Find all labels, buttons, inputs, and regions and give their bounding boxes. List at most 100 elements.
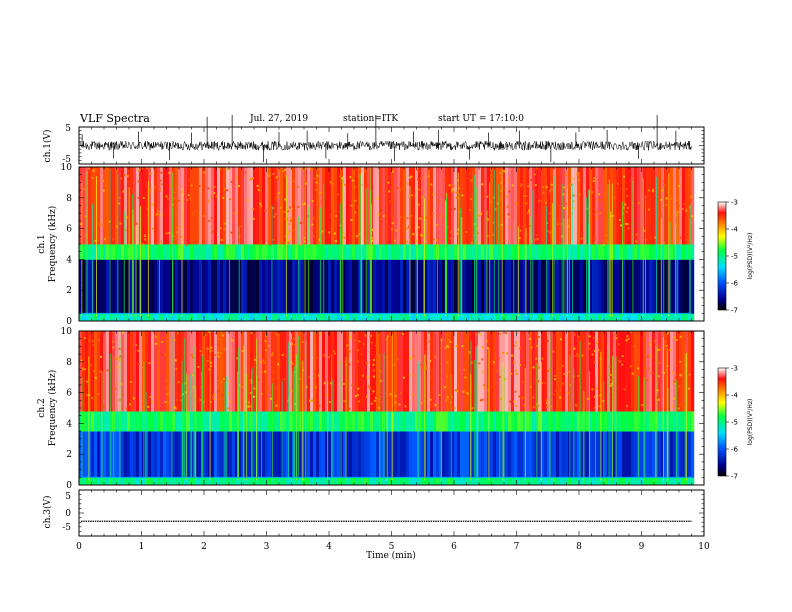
- spectrogram-speckle: [302, 203, 305, 206]
- spectrogram-speckle: [148, 362, 151, 365]
- spectrogram-cell: [364, 411, 368, 432]
- ch1-noise-trace: [79, 140, 692, 152]
- spectrogram-cell: [559, 313, 563, 322]
- spectrogram-impulse: [271, 205, 273, 317]
- spectrogram-speckle: [688, 387, 691, 390]
- spectrogram-cell: [370, 313, 374, 322]
- spectrogram-speckle: [94, 239, 97, 242]
- spectrogram-cell: [229, 477, 233, 486]
- spectrogram-speckle: [588, 347, 591, 350]
- spectrogram-cell: [628, 431, 632, 478]
- spectrogram-cell: [463, 477, 467, 486]
- spectrogram-speckle: [399, 391, 402, 394]
- spectrogram-impulse: [369, 167, 371, 317]
- spectrogram-cell: [193, 259, 197, 314]
- spectrogram-speckle: [115, 225, 118, 228]
- spectrogram-cell: [634, 477, 638, 486]
- spectrogram-impulse: [330, 353, 332, 481]
- spectrogram-cell: [634, 431, 638, 478]
- spectrogram-cell: [652, 477, 656, 486]
- spectrogram-cell: [259, 431, 263, 478]
- spectrogram-speckle: [521, 381, 524, 384]
- spectrogram-speckle: [657, 375, 660, 378]
- spectrogram-speckle: [142, 243, 145, 246]
- spectrogram-cell: [403, 167, 407, 245]
- spectrogram-cell: [376, 313, 380, 322]
- spectrogram-speckle: [338, 361, 341, 364]
- spectrogram-cell: [568, 477, 572, 486]
- spectrogram-speckle: [627, 337, 630, 340]
- spectrogram-cell: [598, 477, 602, 486]
- spectrogram-cell: [364, 331, 368, 412]
- spectrogram-cell: [124, 431, 128, 478]
- spectrogram-cell: [145, 331, 149, 412]
- spectrogram-cell: [193, 313, 197, 322]
- spectrogram-cell: [316, 259, 320, 314]
- spectrogram-cell: [358, 313, 362, 322]
- spectrogram-cell: [421, 431, 425, 478]
- spectrogram-speckle: [259, 202, 262, 205]
- spectrogram-speckle: [595, 210, 598, 213]
- spectrogram-speckle: [500, 189, 503, 192]
- spectrogram-speckle: [303, 240, 306, 243]
- spectrogram-cell: [616, 244, 620, 260]
- spectrogram-cell: [412, 259, 416, 314]
- spectrogram-cell: [607, 411, 611, 432]
- spectrogram-cell: [343, 331, 347, 412]
- spectrogram-cell: [163, 477, 167, 486]
- spectrogram-cell: [580, 244, 584, 260]
- spectrogram-cell: [571, 331, 575, 412]
- spectrogram-cell: [127, 259, 131, 314]
- spectrogram-speckle: [420, 363, 423, 366]
- spectrogram-cell: [490, 477, 494, 486]
- spectrogram-cell: [400, 331, 404, 412]
- spectrogram-cell: [526, 244, 530, 260]
- spectrogram-cell: [418, 331, 422, 412]
- spectrogram-cell: [622, 477, 626, 486]
- spectrogram-impulse: [499, 366, 501, 481]
- spectrogram-speckle: [119, 222, 122, 225]
- spectrogram-cell: [160, 244, 164, 260]
- spectrogram-cell: [553, 259, 557, 314]
- spectrogram-cell: [334, 244, 338, 260]
- spectrogram-speckle: [279, 206, 282, 209]
- spectrogram-cell: [538, 477, 542, 486]
- spectrogram-cell: [463, 259, 467, 314]
- spectrogram-cell: [262, 259, 266, 314]
- spectrogram-cell: [505, 431, 509, 478]
- spectrogram-cell: [310, 259, 314, 314]
- spectrogram-speckle: [88, 228, 91, 231]
- spectrogram-cell: [142, 477, 146, 486]
- spectrogram-cell: [673, 167, 677, 245]
- spectrogram-speckle: [335, 214, 338, 217]
- spectrogram-speckle: [198, 185, 201, 188]
- spectrogram-cell: [193, 477, 197, 486]
- spectrogram-cell: [355, 331, 359, 412]
- spectrogram-cell: [385, 477, 389, 486]
- spectrogram-cell: [619, 477, 623, 486]
- spectrogram-speckle: [467, 353, 470, 356]
- spectrogram-cell: [340, 431, 344, 478]
- spectrogram-impulse: [474, 174, 475, 317]
- spectrogram-cell: [478, 431, 482, 478]
- spectrogram-impulse: [297, 335, 299, 481]
- spectrogram-speckle: [515, 404, 518, 407]
- spectrogram-cell: [652, 431, 656, 478]
- spectrogram-impulse: [159, 211, 160, 317]
- spectrogram-cell: [637, 244, 641, 260]
- spectrogram-speckle: [394, 401, 397, 404]
- spectrogram-speckle: [218, 167, 221, 170]
- spectrogram-cell: [310, 167, 314, 245]
- spectrogram-cell: [523, 244, 527, 260]
- spectrogram-cell: [469, 477, 473, 486]
- spectrogram-cell: [508, 167, 512, 245]
- spectrogram-speckle: [418, 217, 421, 220]
- spectrogram-cell: [613, 167, 617, 245]
- spectrogram-cell: [136, 411, 140, 432]
- spectrogram-cell: [262, 167, 266, 245]
- spectrogram-speckle: [515, 341, 518, 344]
- spectrogram-speckle: [150, 400, 153, 403]
- spectrogram-cell: [511, 313, 515, 322]
- spectrogram-cell: [283, 167, 287, 245]
- spectrogram-speckle: [292, 180, 295, 183]
